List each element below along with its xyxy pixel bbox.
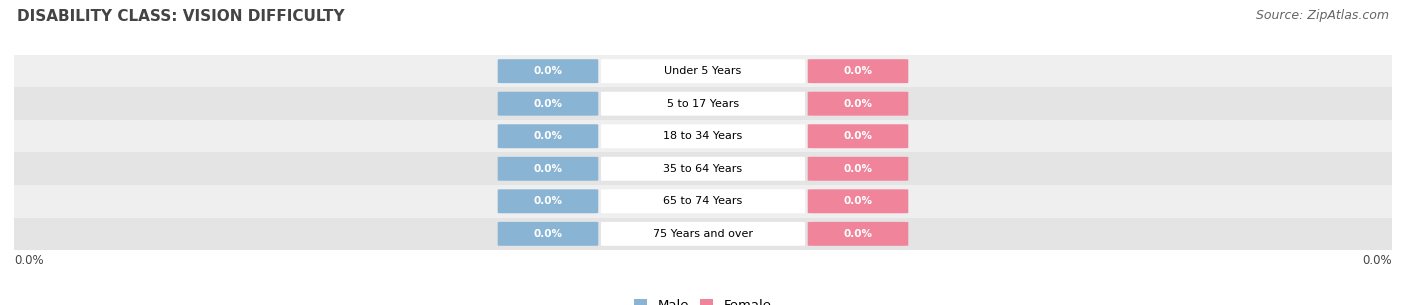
Text: Source: ZipAtlas.com: Source: ZipAtlas.com [1256, 9, 1389, 22]
Text: 0.0%: 0.0% [844, 196, 873, 206]
Text: 0.0%: 0.0% [533, 99, 562, 109]
Text: 0.0%: 0.0% [844, 164, 873, 174]
Bar [14, 217, 1392, 250]
Text: 0.0%: 0.0% [533, 164, 562, 174]
FancyBboxPatch shape [498, 124, 599, 148]
FancyBboxPatch shape [600, 124, 806, 148]
Text: 0.0%: 0.0% [533, 131, 562, 141]
Text: DISABILITY CLASS: VISION DIFFICULTY: DISABILITY CLASS: VISION DIFFICULTY [17, 9, 344, 24]
Text: 35 to 64 Years: 35 to 64 Years [664, 164, 742, 174]
FancyBboxPatch shape [498, 59, 599, 83]
FancyBboxPatch shape [600, 59, 806, 83]
FancyBboxPatch shape [498, 222, 599, 246]
FancyBboxPatch shape [600, 92, 806, 116]
FancyBboxPatch shape [600, 189, 806, 213]
Text: 0.0%: 0.0% [844, 131, 873, 141]
Text: 0.0%: 0.0% [1362, 254, 1392, 267]
Text: 0.0%: 0.0% [844, 66, 873, 76]
FancyBboxPatch shape [498, 157, 599, 181]
Text: 5 to 17 Years: 5 to 17 Years [666, 99, 740, 109]
FancyBboxPatch shape [807, 189, 908, 213]
Text: 0.0%: 0.0% [533, 196, 562, 206]
Text: 18 to 34 Years: 18 to 34 Years [664, 131, 742, 141]
FancyBboxPatch shape [807, 222, 908, 246]
Bar [14, 88, 1392, 120]
FancyBboxPatch shape [600, 222, 806, 246]
Text: 0.0%: 0.0% [533, 66, 562, 76]
Text: 65 to 74 Years: 65 to 74 Years [664, 196, 742, 206]
FancyBboxPatch shape [498, 92, 599, 116]
Bar [14, 120, 1392, 152]
FancyBboxPatch shape [498, 189, 599, 213]
Bar [14, 185, 1392, 217]
Text: 0.0%: 0.0% [14, 254, 44, 267]
Text: Under 5 Years: Under 5 Years [665, 66, 741, 76]
Legend: Male, Female: Male, Female [628, 294, 778, 305]
FancyBboxPatch shape [807, 157, 908, 181]
Bar [14, 152, 1392, 185]
Text: 0.0%: 0.0% [533, 229, 562, 239]
Text: 0.0%: 0.0% [844, 99, 873, 109]
FancyBboxPatch shape [807, 124, 908, 148]
FancyBboxPatch shape [807, 92, 908, 116]
Text: 75 Years and over: 75 Years and over [652, 229, 754, 239]
Text: 0.0%: 0.0% [844, 229, 873, 239]
FancyBboxPatch shape [807, 59, 908, 83]
FancyBboxPatch shape [600, 157, 806, 181]
Bar [14, 55, 1392, 88]
